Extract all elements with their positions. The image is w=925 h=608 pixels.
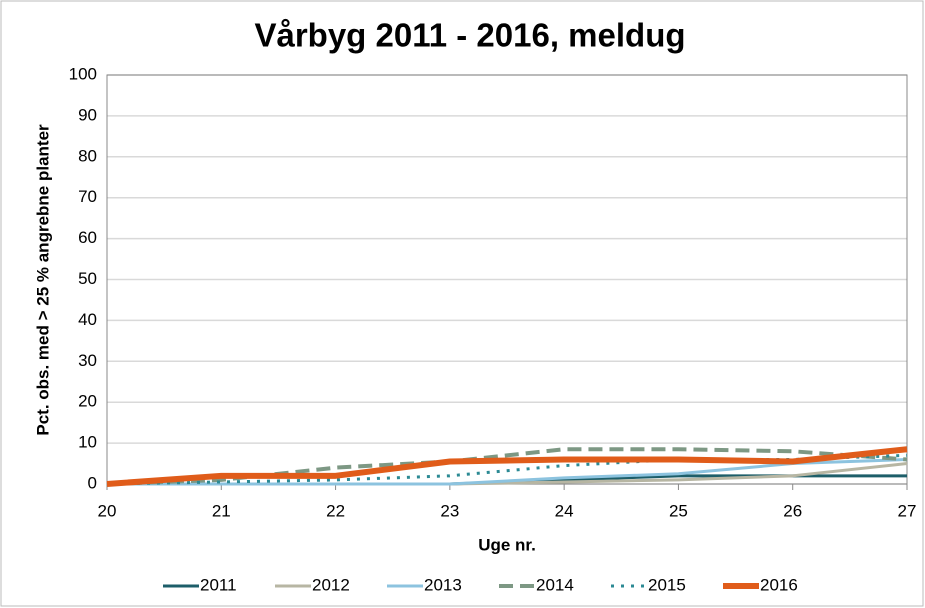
legend-label: 2011: [200, 575, 237, 594]
legend-label: 2014: [536, 575, 574, 594]
legend-label: 2012: [312, 575, 350, 594]
y-tick-label: 40: [78, 310, 97, 329]
series-line: [107, 457, 908, 486]
y-tick-label: 50: [78, 269, 97, 288]
y-tick-label: 60: [78, 228, 97, 247]
legend-label: 2015: [648, 575, 686, 594]
chart-title: Vårbyg 2011 - 2016, meldug: [254, 17, 685, 54]
x-tick-label: 21: [212, 501, 231, 520]
x-tick-label: 22: [326, 501, 345, 520]
x-tick-label: 25: [669, 501, 688, 520]
x-tick-label: 24: [555, 501, 574, 520]
x-tick-label: 23: [440, 501, 459, 520]
y-tick-label: 30: [78, 351, 97, 370]
x-tick-label: 20: [98, 501, 117, 520]
y-tick-label: 90: [78, 105, 97, 124]
legend-label: 2013: [424, 575, 462, 594]
x-tick-label: 26: [783, 501, 802, 520]
y-tick-label: 20: [78, 392, 97, 411]
series-line: [106, 446, 908, 487]
y-tick-label: 0: [88, 473, 97, 492]
y-axis-label: Pct. obs. med > 25 % angrebne planter: [33, 124, 52, 436]
y-tick-label: 80: [78, 146, 97, 165]
legend-label: 2016: [760, 575, 798, 594]
y-tick-label: 70: [78, 187, 97, 206]
x-tick-label: 27: [898, 501, 917, 520]
series-line: [106, 453, 908, 486]
x-axis-label: Uge nr.: [478, 535, 536, 554]
y-tick-label: 100: [69, 64, 97, 83]
y-tick-label: 10: [78, 433, 97, 452]
